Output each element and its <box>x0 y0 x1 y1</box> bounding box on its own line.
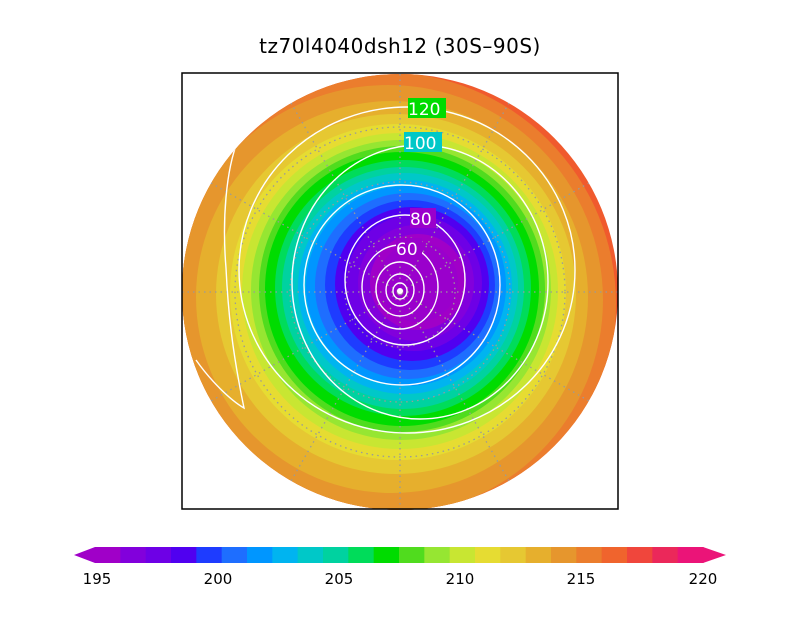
contour-120 <box>238 106 576 434</box>
colorbar-swatch <box>145 547 172 563</box>
colorbar-swatch <box>323 547 349 563</box>
contour-line <box>392 282 408 300</box>
meridian-line <box>290 102 510 482</box>
contour-label-120: 120 <box>408 100 440 120</box>
colorbar-over-triangle <box>703 547 726 563</box>
colorbar-swatch <box>551 547 577 563</box>
colorbar: 195 200 205 210 215 220 <box>74 547 726 588</box>
colorbar-swatch <box>272 547 299 563</box>
plot-title: tz70l4040dsh12 (30S–90S) <box>259 34 541 58</box>
colorbar-swatch <box>601 547 628 563</box>
colorbar-swatch <box>171 547 197 563</box>
colorbar-tick-label: 210 <box>446 570 475 588</box>
contour-line <box>385 273 415 307</box>
contour-line <box>303 184 501 386</box>
contour-label-bg <box>408 98 446 118</box>
colorbar-swatch <box>627 547 653 563</box>
temperature-field <box>182 74 618 510</box>
colorbar-swatch <box>475 547 501 563</box>
colorbar-swatch <box>576 547 603 563</box>
colorbar-tick-label: 205 <box>325 570 354 588</box>
colorbar-swatch <box>373 547 400 563</box>
meridian-line <box>210 182 590 402</box>
latitude-circle <box>289 181 511 403</box>
colorbar-swatch <box>348 547 375 563</box>
colorbar-swatch <box>221 547 248 563</box>
contour-80 <box>344 214 466 346</box>
colorbar-swatch <box>424 547 451 563</box>
colorbar-tick-label: 220 <box>689 570 718 588</box>
contour-line <box>375 261 425 317</box>
meridian-line <box>290 102 510 482</box>
contour-label-bg <box>404 132 442 152</box>
colorbar-under-triangle <box>74 547 95 563</box>
contour-outer-west <box>195 139 245 410</box>
colorbar-tick-label: 215 <box>567 570 596 588</box>
plot-frame <box>181 72 619 510</box>
latitude-circle <box>344 236 456 348</box>
latitude-circle <box>234 126 566 458</box>
colorbar-swatch <box>677 547 704 563</box>
pole-dot <box>397 288 403 294</box>
colorbar-swatch <box>297 547 324 563</box>
contour-label-100: 100 <box>404 134 436 154</box>
colorbar-tick-label: 200 <box>204 570 233 588</box>
contour-label-bg <box>396 238 422 258</box>
colorbar-swatch <box>399 547 425 563</box>
contour-label-80: 80 <box>410 210 432 230</box>
colorbar-swatch <box>247 547 273 563</box>
colorbar-swatch <box>120 547 147 563</box>
contour-label-60: 60 <box>396 240 418 260</box>
meridian-line <box>210 182 590 402</box>
contour-labels: 120 100 80 60 <box>396 98 446 260</box>
colorbar-tick-label: 195 <box>83 570 112 588</box>
colorbar-swatch <box>500 547 527 563</box>
colorbar-swatch <box>449 547 476 563</box>
colorbar-swatch <box>652 547 679 563</box>
colorbar-swatch <box>525 547 552 563</box>
colorbar-swatch <box>196 547 223 563</box>
contour-label-bg <box>410 208 436 228</box>
colorbar-swatch <box>95 547 121 563</box>
